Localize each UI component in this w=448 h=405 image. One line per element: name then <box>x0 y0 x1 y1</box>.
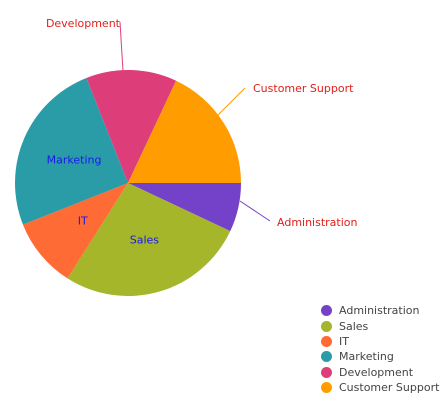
legend-label: Development <box>339 365 414 379</box>
legend-item-it[interactable]: IT <box>321 334 439 349</box>
legend-swatch <box>321 320 332 332</box>
legend-swatch <box>321 382 332 394</box>
legend-item-sales[interactable]: Sales <box>321 318 439 333</box>
pie-leader-development <box>119 21 124 72</box>
legend-swatch <box>321 305 332 317</box>
pie-label-marketing: Marketing <box>47 154 102 167</box>
pie-label-development: Development <box>46 17 121 30</box>
pie-leader-administration <box>239 200 271 222</box>
legend-item-administration[interactable]: Administration <box>321 303 439 318</box>
legend-swatch <box>321 335 332 347</box>
pie-slices <box>15 70 242 297</box>
legend-item-development[interactable]: Development <box>321 365 439 380</box>
pie-slice-administration[interactable] <box>128 183 242 232</box>
pie-label-it: IT <box>78 215 88 228</box>
legend-item-marketing[interactable]: Marketing <box>321 349 439 364</box>
pie-label-administration: Administration <box>277 216 358 229</box>
legend-label: Sales <box>339 319 369 333</box>
pie-leader-customer-support <box>216 87 246 117</box>
pie-slice-development[interactable] <box>86 70 177 183</box>
legend-label: IT <box>339 334 349 348</box>
legend-item-customer-support[interactable]: Customer Support <box>321 380 439 395</box>
legend-label: Administration <box>339 304 420 318</box>
pie-label-sales: Sales <box>130 233 160 246</box>
pie-label-customer-support: Customer Support <box>253 82 354 95</box>
pie-labels: Administration Sales IT Marketing Developmen… <box>46 17 358 246</box>
pie-slice-marketing[interactable] <box>15 77 129 225</box>
pie-slice-customer-support[interactable] <box>128 80 241 183</box>
pie-slice-sales[interactable] <box>67 183 231 297</box>
legend-swatch <box>321 366 332 378</box>
legend-swatch <box>321 351 332 363</box>
legend-label: Marketing <box>339 350 394 364</box>
pie-slice-it[interactable] <box>22 183 128 279</box>
legend: Administration Sales IT Marketing Developmen… <box>321 303 439 395</box>
legend-label: Customer Support <box>339 381 440 395</box>
